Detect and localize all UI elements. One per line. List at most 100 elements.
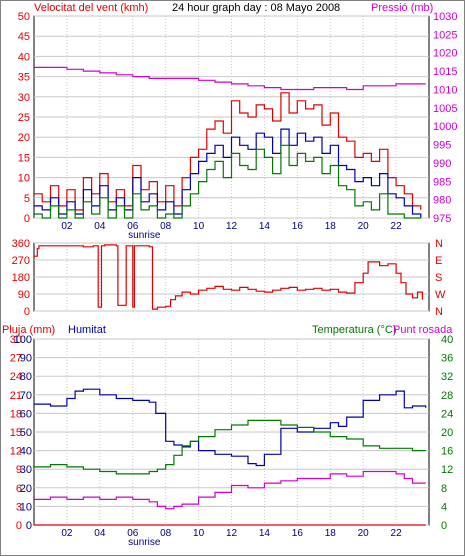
pressure-tick-label: 980: [433, 195, 451, 207]
rain-tick-label: 18: [10, 408, 22, 420]
wind-pressure-panel: Velocitat del vent (kmh) 24 hour graph d…: [18, 2, 458, 241]
hour-tick-label: 08: [160, 221, 172, 232]
chart-title: 24 hour graph day : 08 Mayo 2008: [172, 2, 340, 14]
hour-tick-label: 10: [193, 528, 205, 539]
hour-tick-label: 14: [259, 221, 271, 232]
humidity-axis-label: Humitat: [68, 324, 106, 336]
pressure-y-axis-ticks: 975 980 985 990 995 1000 1005 1010 1015 1020 1025 1…: [433, 11, 457, 225]
blue-series-line: [34, 388, 427, 467]
wind-tick-label: 5: [24, 193, 30, 205]
pressure-tick-label: 990: [433, 158, 451, 170]
temperature-tick-label: 8: [441, 483, 447, 495]
rain-tick-label: 15: [10, 427, 22, 439]
wind-direction-line: [34, 244, 423, 310]
direction-degree-label: 0: [24, 306, 30, 318]
humidity-tick-label: 100: [14, 334, 32, 346]
compass-point-label: N: [435, 306, 443, 318]
temperature-tick-label: 32: [441, 371, 453, 383]
temperature-tick-label: 28: [441, 390, 453, 402]
hour-tick-label: 18: [325, 221, 337, 232]
rain-tick-label: 12: [10, 446, 22, 458]
hour-tick-label: 02: [61, 221, 73, 232]
wind-tick-label: 20: [18, 132, 30, 144]
temperature-tick-label: 16: [441, 446, 453, 458]
hour-tick-label: 08: [160, 528, 172, 539]
compass-point-label: N: [435, 238, 443, 250]
sunrise-label: sunrise: [128, 230, 161, 241]
wind-tick-label: 50: [18, 11, 30, 23]
humidity-tick-label: 90: [20, 353, 32, 365]
temperature-tick-label: 12: [441, 464, 453, 476]
rain-tick-label: 30: [10, 334, 22, 346]
dew-point-axis-label: Punt rosada: [393, 324, 453, 336]
temperature-axis-label: Temperatura (°C): [312, 324, 396, 336]
compass-point-label: E: [435, 255, 442, 267]
hour-tick-label: 12: [226, 221, 238, 232]
wind-axis-label: Velocitat del vent (kmh): [34, 2, 148, 14]
rain-tick-label: 9: [16, 464, 22, 476]
compass-point-label: S: [435, 272, 442, 284]
temperature-tick-label: 4: [441, 501, 447, 513]
hour-tick-label: 10: [193, 221, 205, 232]
rain-tick-label: 3: [16, 501, 22, 513]
temperature-y-axis-ticks: 0 4 8 12 16 20 24 28 32 36 40: [441, 334, 453, 532]
wind-y-axis-ticks: 0 5 10 15 20 25 30 35 40 45 50: [18, 11, 30, 225]
temperature-humidity-gridlines: [34, 338, 429, 526]
compass-point-label: W: [435, 289, 446, 301]
wind-tick-label: 10: [18, 173, 30, 185]
humidity-tick-label: 20: [20, 483, 32, 495]
wind-tick-label: 15: [18, 152, 30, 164]
magenta-series-line: [34, 66, 426, 91]
magenta-series-line: [34, 470, 426, 510]
pressure-axis-label: Pressió (mb): [371, 2, 433, 14]
rain-tick-label: 6: [16, 483, 22, 495]
hour-tick-label: 12: [226, 528, 238, 539]
pressure-tick-label: 1030: [433, 11, 457, 23]
pressure-tick-label: 1025: [433, 29, 457, 41]
hour-tick-label: 06: [127, 528, 139, 539]
hour-tick-label: 04: [94, 528, 106, 539]
green-series-line: [34, 144, 421, 219]
pressure-tick-label: 1020: [433, 48, 457, 60]
wind-pressure-series: [34, 66, 426, 219]
pressure-tick-label: 1005: [433, 103, 457, 115]
humidity-tick-label: 50: [20, 427, 32, 439]
direction-degree-ticks: 0 90 180 270 360: [12, 238, 30, 318]
green-series-line: [34, 419, 426, 475]
wind-tick-label: 40: [18, 51, 30, 63]
sunrise-label: sunrise: [128, 537, 161, 548]
humidity-tick-label: 0: [26, 520, 32, 532]
humidity-tick-label: 60: [20, 408, 32, 420]
temperature-tick-label: 20: [441, 427, 453, 439]
rain-tick-label: 21: [10, 390, 22, 402]
red-series-line: [34, 92, 422, 211]
rain-tick-label: 27: [10, 353, 22, 365]
hour-tick-label: 20: [358, 221, 370, 232]
temperature-humidity-series: [34, 388, 427, 526]
direction-degree-label: 90: [18, 289, 30, 301]
temperature-tick-label: 24: [441, 408, 453, 420]
hour-tick-label: 16: [292, 221, 304, 232]
direction-degree-label: 270: [12, 255, 30, 267]
temperature-humidity-panel: Pluja (mm) Humitat Temperatura (°C) Punt…: [2, 324, 453, 548]
hour-tick-label: 16: [292, 528, 304, 539]
wind-x-axis-ticks: 02 04 06 08 10 12 14 16 18 20 22 sunrise: [61, 221, 402, 241]
direction-degree-label: 360: [12, 238, 30, 250]
hour-tick-label: 20: [358, 528, 370, 539]
hour-tick-label: 22: [391, 528, 403, 539]
humidity-tick-label: 10: [20, 501, 32, 513]
pressure-tick-label: 995: [433, 140, 451, 152]
pressure-tick-label: 975: [433, 213, 451, 225]
hour-tick-label: 04: [94, 221, 106, 232]
temperature-tick-label: 40: [441, 334, 453, 346]
hour-tick-label: 22: [391, 221, 403, 232]
humidity-tick-label: 40: [20, 446, 32, 458]
direction-degree-label: 180: [12, 272, 30, 284]
wind-tick-label: 45: [18, 31, 30, 43]
pressure-tick-label: 1015: [433, 66, 457, 78]
hour-tick-label: 02: [61, 528, 73, 539]
